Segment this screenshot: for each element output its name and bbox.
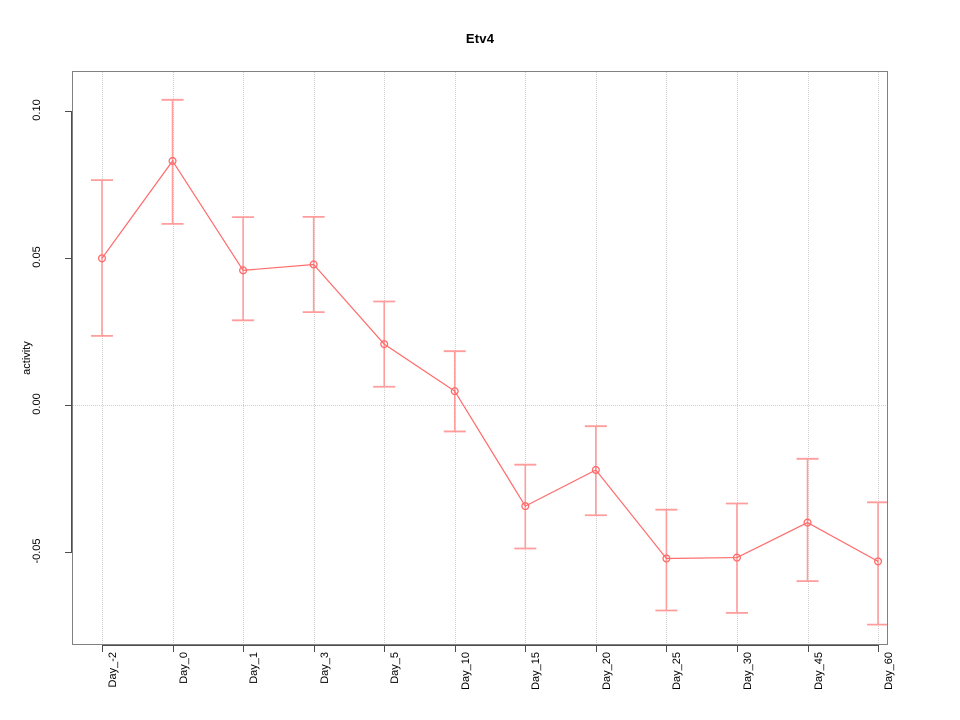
gridline-vertical <box>525 71 527 645</box>
data-point-marker <box>450 387 459 396</box>
gridline-zero <box>72 405 888 406</box>
x-axis-tick <box>736 645 738 652</box>
data-point-marker <box>168 156 177 166</box>
data-point-marker <box>309 260 318 269</box>
data-point-marker <box>521 502 530 511</box>
x-axis-tick-label: Day_1 <box>248 652 261 684</box>
data-point-marker <box>239 266 248 275</box>
x-axis-tick-label: Day_25 <box>671 652 684 690</box>
data-point-marker <box>97 254 107 263</box>
gridline-vertical <box>807 71 809 645</box>
data-point-marker <box>591 465 600 475</box>
y-axis-label: activity <box>21 341 33 375</box>
gridline-vertical <box>172 71 174 645</box>
gridline-vertical <box>313 71 315 645</box>
data-point-marker <box>380 340 389 349</box>
x-axis-tick <box>172 645 174 652</box>
y-axis-tick <box>65 111 72 112</box>
gridline-vertical <box>595 71 597 645</box>
x-axis-tick-label: Day_3 <box>318 652 331 684</box>
gridline-vertical <box>666 71 668 645</box>
y-axis-tick-label: 0.00 <box>31 393 43 415</box>
data-points <box>97 156 883 566</box>
series-line <box>101 159 879 562</box>
x-axis-tick <box>666 645 668 652</box>
x-axis-tick <box>102 645 103 652</box>
x-axis-tick-label: Day_0 <box>177 652 190 684</box>
y-axis-tick-label: 0.10 <box>31 99 43 121</box>
x-axis-tick-label: Day_15 <box>530 652 543 690</box>
plot-area <box>72 71 888 645</box>
series-layer <box>91 98 888 626</box>
gridline-vertical <box>102 71 103 645</box>
y-axis-line <box>71 111 72 552</box>
y-axis-tick-label: 0.05 <box>31 246 43 268</box>
gridline-vertical <box>878 71 880 645</box>
data-point-marker <box>803 518 812 527</box>
gridline-vertical <box>243 71 245 645</box>
x-axis-tick <box>384 645 386 652</box>
data-point-marker <box>873 557 883 566</box>
x-axis-tick-label: Day_45 <box>812 652 825 690</box>
x-axis-tick-label: Day_20 <box>600 652 613 690</box>
x-axis-tick-label: Day_10 <box>459 652 472 690</box>
x-axis-tick <box>807 645 809 652</box>
x-axis-tick <box>243 645 245 652</box>
y-axis-tick <box>65 405 72 406</box>
y-axis-tick <box>65 258 72 259</box>
x-axis-tick-label: Day_60 <box>883 652 896 690</box>
x-axis-tick <box>525 645 527 652</box>
data-point-marker <box>732 553 741 562</box>
x-axis-line <box>102 645 879 646</box>
x-axis-tick-label: Day_-2 <box>107 652 119 688</box>
x-axis-tick-label: Day_5 <box>389 652 402 684</box>
x-axis-tick <box>313 645 315 652</box>
data-point-marker <box>662 554 671 563</box>
y-axis-tick <box>65 552 72 553</box>
gridline-vertical <box>736 71 738 645</box>
x-axis-tick <box>595 645 597 652</box>
y-axis-tick-label: -0.05 <box>31 538 43 564</box>
plot-frame <box>72 71 888 645</box>
page-title: Etv4 <box>465 31 495 46</box>
x-axis-tick <box>454 645 456 652</box>
x-axis-tick-label: Day_30 <box>741 652 754 690</box>
x-axis-tick <box>878 645 880 652</box>
